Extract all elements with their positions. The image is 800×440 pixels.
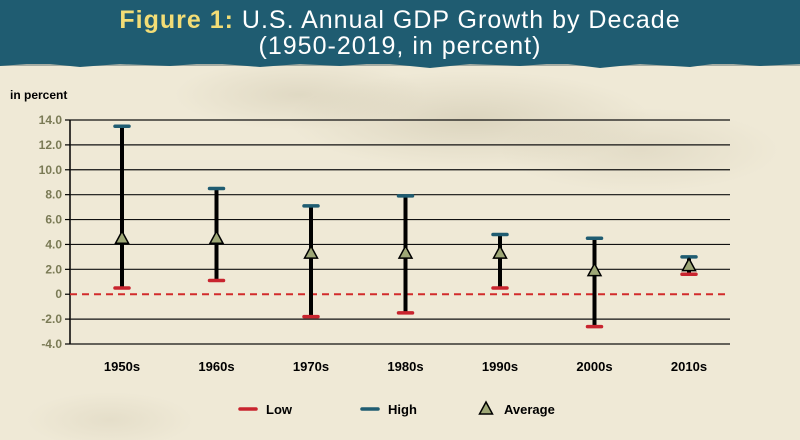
chart-title-line-1: Figure 1: U.S. Annual GDP Growth by Deca… — [0, 6, 800, 35]
x-tick-label: 1960s — [198, 359, 234, 374]
figure-label: Figure 1: — [119, 6, 234, 34]
average-marker — [492, 244, 508, 259]
banner-rough-edge — [0, 60, 800, 68]
x-tick-label: 1980s — [387, 359, 423, 374]
x-tick-label: 1950s — [104, 359, 140, 374]
average-marker — [586, 262, 603, 277]
y-axis-label: in percent — [10, 88, 67, 102]
y-tick-label: 4.0 — [45, 237, 62, 251]
y-tick-label: 14.0 — [39, 113, 63, 127]
average-marker — [303, 244, 319, 259]
title-banner: Figure 1: U.S. Annual GDP Growth by Deca… — [0, 0, 800, 64]
title-text: U.S. Annual GDP Growth by Decade — [241, 6, 681, 34]
x-tick-label: 1990s — [482, 359, 518, 374]
average-marker — [681, 257, 697, 272]
average-marker — [114, 229, 130, 244]
legend-label-average: Average — [504, 402, 555, 417]
legend-label-low: Low — [266, 402, 293, 417]
y-tick-label: -4.0 — [41, 337, 62, 351]
y-tick-label: 8.0 — [45, 188, 62, 202]
y-tick-label: 6.0 — [45, 213, 62, 227]
y-tick-label: 10.0 — [39, 163, 63, 177]
y-tick-label: 12.0 — [39, 138, 63, 152]
y-tick-label: -2.0 — [41, 312, 62, 326]
y-tick-label: 2.0 — [45, 262, 62, 276]
y-tick-label: 0 — [55, 287, 62, 301]
x-tick-label: 2000s — [576, 359, 612, 374]
average-marker — [208, 229, 225, 244]
x-tick-label: 2010s — [671, 359, 707, 374]
chart-title-line-2: (1950-2019, in percent) — [258, 32, 542, 60]
legend-swatch-average — [478, 400, 494, 415]
legend-label-high: High — [388, 402, 417, 417]
average-marker — [397, 244, 414, 259]
x-tick-label: 1970s — [293, 359, 329, 374]
